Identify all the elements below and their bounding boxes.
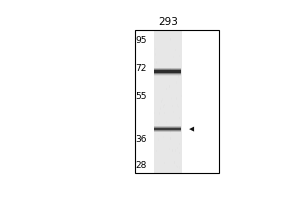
- Text: 55: 55: [135, 92, 147, 101]
- Bar: [154, 70, 181, 73]
- Text: 293: 293: [158, 17, 178, 27]
- Bar: [154, 126, 181, 132]
- Bar: [154, 127, 181, 131]
- Text: 36: 36: [135, 135, 147, 144]
- Text: 28: 28: [135, 161, 147, 170]
- Bar: [154, 30, 182, 173]
- Bar: [154, 126, 181, 132]
- Bar: [154, 68, 181, 75]
- Text: 72: 72: [135, 64, 147, 73]
- Bar: [154, 68, 181, 76]
- Bar: [154, 128, 181, 130]
- Text: 95: 95: [135, 36, 147, 45]
- Bar: [154, 69, 181, 74]
